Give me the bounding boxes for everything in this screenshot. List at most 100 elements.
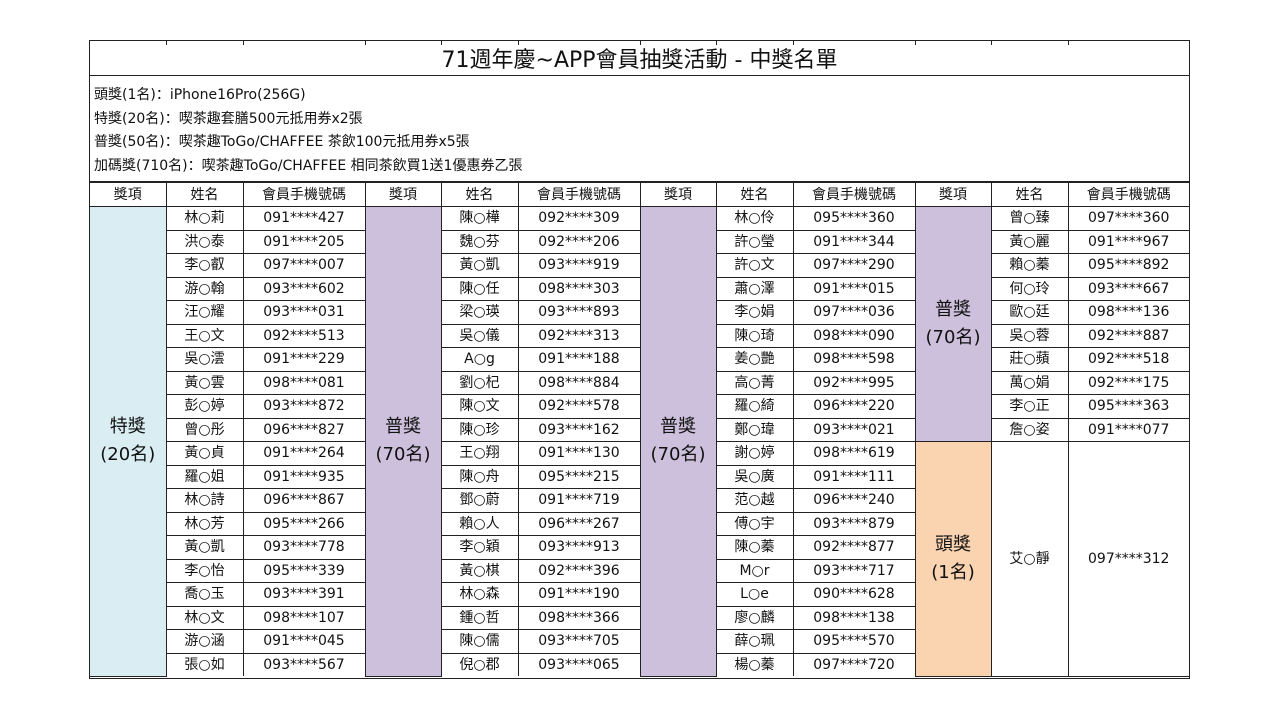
winner-name: 鍾○哲: [440, 605, 519, 630]
winner-phone: 091****967: [1067, 229, 1189, 254]
winner-name: 萬○娟: [990, 370, 1069, 395]
header-cell: 會員手機號碼: [792, 182, 916, 207]
winner-name: 陳○琦: [715, 323, 794, 348]
winner-phone: 098****136: [1067, 300, 1189, 325]
table-row: 游○涵 091****045 陳○儒 093****705 薛○珮 095****570: [90, 629, 1189, 654]
table-row: 曾○彤 096****827 陳○珍 093****162 鄭○瑋 093****021 詹…: [90, 417, 1189, 442]
winner-phone: 097****290: [792, 253, 916, 278]
winner-phone: 091****935: [242, 464, 366, 489]
winner-phone: 093****717: [792, 558, 915, 583]
winner-phone: 095****363: [1067, 394, 1189, 419]
prize-line-general: 普獎(50名)：喫茶趣ToGo/CHAFFEE 茶飲100元抵用券x5張: [94, 134, 470, 150]
winner-phone: 093****872: [242, 394, 366, 419]
header-cell: 姓名: [990, 182, 1069, 207]
winner-phone: 092****578: [517, 394, 641, 419]
winner-phone: 096****267: [517, 511, 641, 536]
winner-name: 李○正: [990, 394, 1069, 419]
header-cell: 獎項: [90, 182, 167, 207]
winner-name: 魏○芬: [440, 229, 519, 254]
winner-phone: 095****215: [517, 464, 641, 489]
winner-name: 黃○凱: [440, 253, 519, 278]
header-cell: 姓名: [440, 182, 519, 207]
column-tick: [441, 41, 442, 45]
winner-phone: 091****264: [242, 441, 366, 466]
winner-phone: 091****111: [792, 464, 915, 489]
winner-phone: 098****598: [792, 347, 916, 372]
header-cell: 姓名: [165, 182, 244, 207]
winner-phone: 093****391: [242, 582, 366, 607]
category-name: 普獎: [660, 416, 696, 438]
winner-phone: 097****360: [1067, 206, 1189, 231]
winner-name: 吳○蓉: [990, 323, 1069, 348]
winner-phone: 091****077: [1067, 417, 1189, 442]
column-tick: [365, 41, 366, 45]
winner-name: 游○涵: [166, 629, 244, 654]
winners-body: 特獎 (20名) 林○莉 091****427 普獎 (70名) 陳○樺 092****309…: [90, 206, 1189, 677]
winner-name: 莊○蘋: [990, 347, 1069, 372]
category-name: 普獎: [385, 416, 421, 438]
winner-name: 黃○棋: [440, 558, 519, 583]
sheet-title: 71週年慶~APP會員抽獎活動 - 中獎名單: [90, 41, 1189, 76]
winner-name: 薛○珮: [715, 629, 794, 654]
winner-phone: 095****339: [242, 558, 366, 583]
prize-info: 頭獎(1名)：iPhone16Pro(256G) 特獎(20名)：喫茶趣套膳50…: [90, 76, 1189, 182]
winner-name: 彭○婷: [166, 394, 244, 419]
winner-name: 林○莉: [165, 206, 244, 231]
winner-phone: 093****602: [242, 276, 366, 301]
winner-name: 林○森: [440, 582, 519, 607]
table-row: 王○文 092****513 吳○儀 092****313 陳○琦 098****090 吳…: [90, 323, 1189, 348]
winner-phone: 091****719: [517, 488, 641, 513]
grand-winner-phone: 097****312: [1067, 441, 1189, 677]
winner-name: 王○翔: [440, 441, 519, 466]
winner-name: L○e: [715, 582, 794, 607]
header-row: 獎項 姓名 會員手機號碼 獎項 姓名 會員手機號碼 獎項 姓名 會員手機號碼 獎…: [90, 182, 1189, 207]
column-tick: [640, 41, 641, 45]
winner-name: 李○叡: [166, 253, 244, 278]
header-cell: 姓名: [715, 182, 794, 207]
winner-phone: 092****513: [242, 323, 366, 348]
winner-name: 陳○蓁: [715, 535, 794, 560]
winner-name: 鄧○蔚: [440, 488, 519, 513]
winner-phone: 092****313: [517, 323, 641, 348]
winners-table: 獎項 姓名 會員手機號碼 獎項 姓名 會員手機號碼 獎項 姓名 會員手機號碼 獎…: [90, 182, 1189, 677]
winner-phone: 093****913: [517, 535, 641, 560]
winner-phone: 098****619: [792, 441, 916, 466]
prize-category-cell: 特獎 (20名): [90, 206, 167, 677]
winner-phone: 092****396: [517, 558, 641, 583]
winner-name: 曾○彤: [166, 417, 244, 442]
winner-phone: 097****007: [242, 253, 366, 278]
winner-phone: 095****360: [792, 206, 916, 231]
winner-phone: 093****065: [517, 652, 641, 676]
winner-name: 楊○蓁: [715, 652, 794, 676]
winner-name: 林○芳: [166, 511, 244, 536]
winner-phone: 098****107: [242, 605, 366, 630]
table-row: 特獎 (20名) 林○莉 091****427 普獎 (70名) 陳○樺 092****309…: [90, 206, 1189, 677]
table-row: 黃○雲 098****081 劉○杞 098****884 高○菁 092****995 萬…: [90, 370, 1189, 395]
category-count: (1名): [931, 561, 975, 583]
prize-category-cell: 普獎 (70名): [914, 206, 992, 442]
header-cell: 獎項: [639, 182, 717, 207]
winner-phone: 091****190: [517, 582, 641, 607]
winner-phone: 093****667: [1067, 276, 1189, 301]
winner-phone: 093****879: [792, 511, 915, 536]
winner-phone: 093****893: [517, 300, 641, 325]
winner-name: 張○如: [166, 652, 244, 676]
winner-phone: 092****518: [1067, 347, 1189, 372]
column-tick: [1068, 41, 1069, 45]
category-count: (70名): [375, 444, 431, 466]
winner-name: 陳○任: [440, 276, 519, 301]
column-tick: [166, 41, 167, 45]
category-name: 特獎: [109, 416, 146, 438]
winner-phone: 098****303: [517, 276, 641, 301]
title-text: 71週年慶~APP會員抽獎活動 - 中獎名單: [441, 48, 838, 73]
winner-phone: 092****995: [792, 370, 916, 395]
winner-phone: 092****206: [517, 229, 641, 254]
column-tick: [991, 41, 992, 45]
table-row: 洪○泰 091****205 魏○芬 092****206 許○瑩 091****344 黃…: [90, 229, 1189, 254]
header-cell: 獎項: [364, 182, 442, 207]
prize-line-grand: 頭獎(1名)：iPhone16Pro(256G): [94, 87, 306, 103]
winner-phone: 096****240: [792, 488, 915, 513]
header-cell: 會員手機號碼: [242, 182, 366, 207]
winner-phone: 091****427: [242, 206, 366, 231]
table-row: 黃○貞 091****264 王○翔 091****130 謝○婷 098****619 頭…: [90, 441, 1189, 677]
